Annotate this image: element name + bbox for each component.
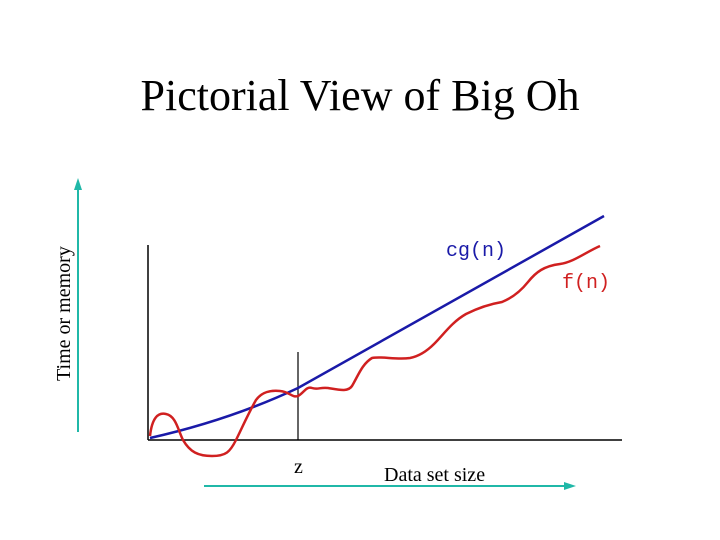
y-arrow (74, 178, 82, 432)
y-axis-label: Time or memory (53, 246, 75, 381)
f-label: f(n) (562, 272, 610, 295)
x-arrow (204, 482, 576, 490)
f-curve (148, 244, 601, 458)
slide-title: Pictorial View of Big Oh (140, 71, 580, 120)
z-label: z (294, 456, 303, 478)
cg-label: cg(n) (446, 240, 506, 263)
x-axis-label: Data set size (384, 464, 485, 486)
cg-curve (149, 214, 605, 440)
